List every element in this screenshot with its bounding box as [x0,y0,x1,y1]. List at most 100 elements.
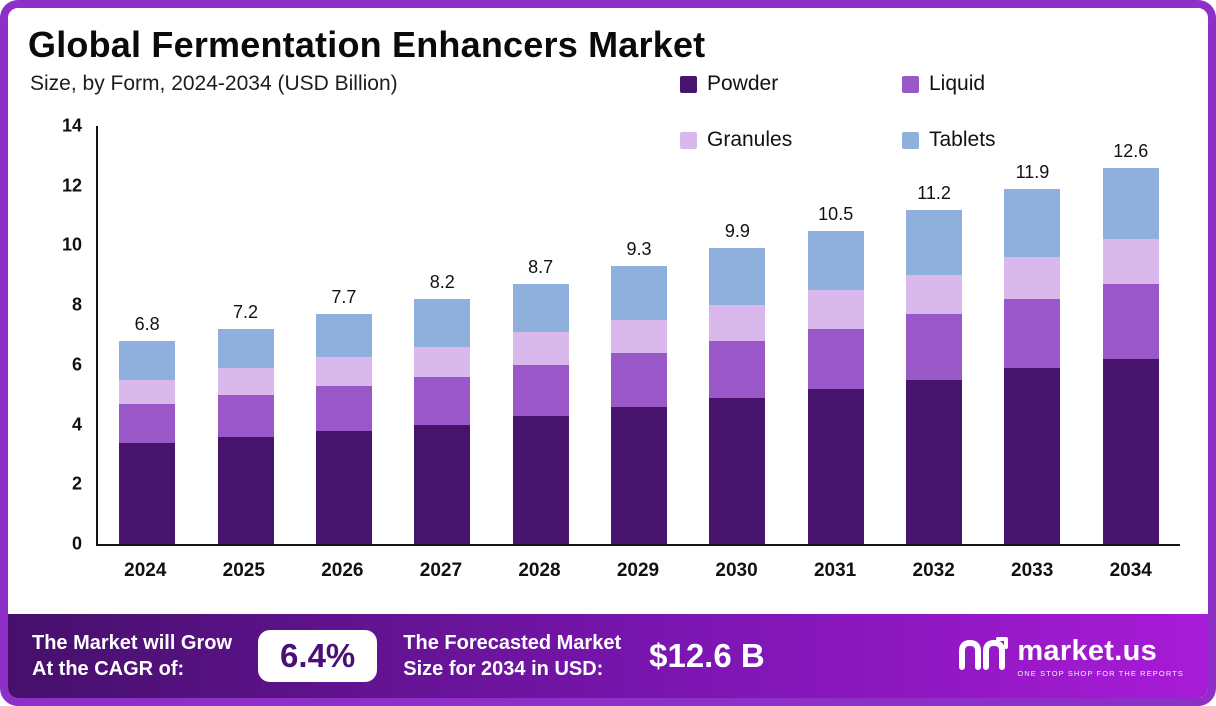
y-tick-label: 0 [71,533,82,554]
bar-total-label: 10.5 [818,203,854,224]
bar-segment-tablets [709,248,766,306]
bars: 6.8 7.2 7.7 8.2 8.7 9.3 9.9 10.5 11.2 11.9 12.6 [98,126,1180,544]
bar-segment-tablets [217,329,274,368]
bar-segment-powder [1102,358,1159,544]
market-us-logo-icon [957,636,1009,677]
bar-segment-granules [119,379,176,404]
bar-segment-liquid [217,394,274,437]
footer-banner: The Market will Grow At the CAGR of: 6.4… [8,614,1208,698]
bar-segment-liquid [1102,284,1159,359]
bar-total-label: 6.8 [134,314,160,334]
cagr-value-pill: 6.4% [258,630,378,682]
legend-label: Liquid [929,72,986,95]
legend: Powder Liquid Granules Tablets [680,72,1124,152]
bar-segment-granules [217,367,274,395]
bar-segment-powder [315,430,372,544]
bar-group: 6.8 [98,126,196,544]
bar-segment-tablets [119,341,176,380]
x-axis-labels: 2024 2025 2026 2027 2028 2029 2030 2031 2032 2033… [96,560,1180,582]
bar-segment-granules [610,320,667,353]
bar-segment-tablets [906,209,963,276]
bar-group: 8.2 [393,126,491,544]
chart-subtitle: Size, by Form, 2024-2034 (USD Billion) [30,72,398,95]
bar-segment-liquid [807,329,864,389]
forecast-label-line2: Size for 2034 in USD: [403,658,604,680]
forecast-value: $12.6 B [649,637,765,674]
brand-tagline: ONE STOP SHOP FOR THE REPORTS [1017,668,1184,678]
bar-segment-powder [1004,367,1061,544]
bar-segment-tablets [414,299,471,347]
bar-segment-powder [512,415,569,544]
bar-segment-tablets [512,284,569,333]
brand-logo: market.us ONE STOP SHOP FOR THE REPORTS [957,635,1184,678]
bar-segment-powder [414,424,471,544]
bar-segment-liquid [1004,299,1061,368]
tablets-swatch [902,131,919,149]
bar-total-label: 11.2 [917,182,951,203]
bar-segment-liquid [709,340,766,398]
forecast-label: The Forecasted Market Size for 2034 in U… [403,630,621,682]
bar-segment-liquid [414,376,471,425]
bar-total-label: 12.6 [1113,140,1149,161]
bar-segment-powder [709,397,766,544]
bar-segment-tablets [315,314,372,358]
bar-segment-powder [906,379,963,544]
bar-total-label: 9.9 [724,221,750,242]
bar-segment-granules [1004,257,1061,300]
bar-group: 7.7 [295,126,393,544]
y-tick-label: 2 [71,473,82,494]
bar-segment-liquid [512,364,569,416]
bar-segment-powder [610,406,667,544]
bar-total-label: 11.9 [1015,161,1050,182]
bar-segment-tablets [1102,167,1159,240]
y-tick-label: 6 [71,354,82,375]
legend-label: Powder [707,72,779,95]
chart-title: Global Fermentation Enhancers Market [28,24,706,65]
bar-segment-liquid [906,314,963,380]
header: Global Fermentation Enhancers Market Siz… [8,8,1208,96]
plot-area: 6.8 7.2 7.7 8.2 8.7 9.3 9.9 10.5 11.2 11.9 12.6 0 2… [62,116,1180,554]
legend-label: Tablets [929,128,996,151]
y-tick-label: 8 [71,294,82,315]
bar-group: 9.9 [688,126,786,544]
legend-item-tablets: Tablets [902,128,1124,152]
y-tick-label: 12 [61,175,82,196]
bar-segment-liquid [610,352,667,407]
bar-group: 11.2 [885,126,983,544]
x-axis-label: 2029 [616,560,660,581]
bar-segment-liquid [119,403,176,443]
bar-segment-granules [807,290,864,330]
bar-segment-granules [512,332,569,365]
bar-total-label: 7.7 [331,287,357,308]
liquid-swatch [902,75,919,93]
bar-total-label: 9.3 [626,239,652,260]
bar-segment-liquid [315,385,372,431]
bar-segment-powder [217,436,274,544]
x-axis-label: 2030 [715,560,758,581]
cagr-label: The Market will Grow At the CAGR of: [32,630,232,682]
bar-group: 10.5 [787,126,885,544]
cagr-label-line1: The Market will Grow [32,632,233,654]
forecast-label-line1: The Forecasted Market [403,632,622,654]
chart-section: Global Fermentation Enhancers Market Siz… [8,8,1208,614]
bar-total-label: 8.7 [528,257,554,278]
bar-group: 12.6 [1082,126,1180,544]
bar-segment-granules [1102,239,1159,285]
legend-label: Granules [707,128,793,151]
granules-swatch [680,131,697,149]
x-axis-label: 2025 [222,560,265,581]
brand-name: market.us [1017,634,1158,667]
x-axis-label: 2024 [124,560,167,581]
bar-segment-tablets [807,230,864,291]
x-axis-label: 2027 [419,560,463,581]
bar-total-label: 7.2 [233,302,259,323]
x-axis-label: 2034 [1109,560,1152,581]
bar-segment-tablets [1004,188,1061,258]
bar-group: 7.2 [196,126,294,544]
x-axis-label: 2026 [321,560,364,581]
cagr-label-line2: At the CAGR of: [32,658,185,680]
legend-item-granules: Granules [680,128,902,152]
y-tick-label: 14 [61,115,82,136]
y-tick-label: 10 [61,234,82,255]
bar-segment-tablets [610,266,667,321]
